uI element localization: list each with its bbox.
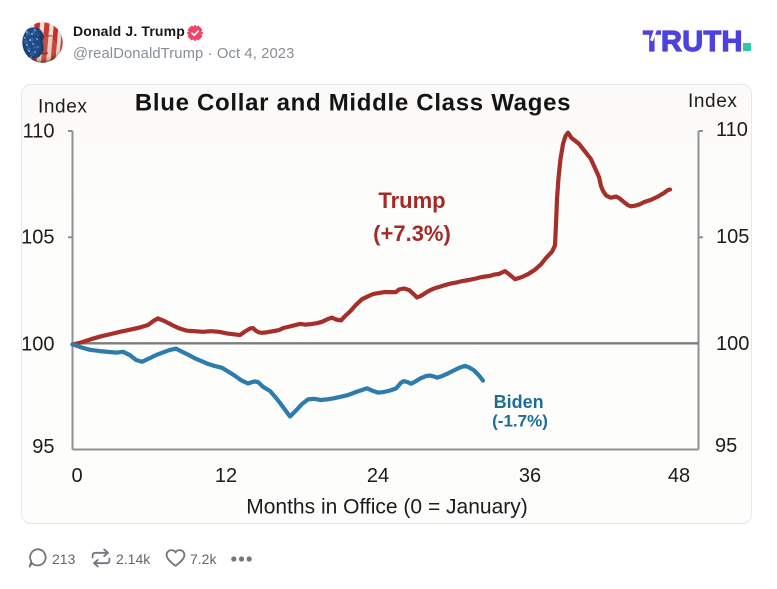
svg-text:100: 100	[716, 333, 749, 355]
svg-text:48: 48	[668, 465, 690, 487]
svg-text:36: 36	[519, 465, 541, 487]
svg-text:12: 12	[215, 465, 237, 487]
svg-text:110: 110	[716, 119, 748, 141]
svg-text:100: 100	[21, 334, 54, 356]
svg-text:Index: Index	[38, 97, 87, 118]
svg-text:95: 95	[715, 435, 737, 457]
svg-text:Biden: Biden	[494, 392, 544, 412]
svg-text:Index: Index	[688, 91, 737, 112]
svg-text:(-1.7%): (-1.7%)	[492, 412, 548, 431]
svg-text:0: 0	[71, 465, 82, 487]
svg-text:Months in Office (0 = January): Months in Office (0 = January)	[246, 496, 528, 519]
svg-text:105: 105	[716, 226, 749, 248]
svg-text:24: 24	[367, 465, 389, 487]
svg-text:110: 110	[23, 120, 55, 142]
svg-text:105: 105	[21, 226, 54, 248]
svg-text:95: 95	[32, 436, 54, 458]
svg-text:(+7.3%): (+7.3%)	[373, 221, 451, 246]
svg-text:Trump: Trump	[378, 188, 445, 213]
svg-text:Blue Collar and Middle Class W: Blue Collar and Middle Class Wages	[135, 90, 571, 117]
